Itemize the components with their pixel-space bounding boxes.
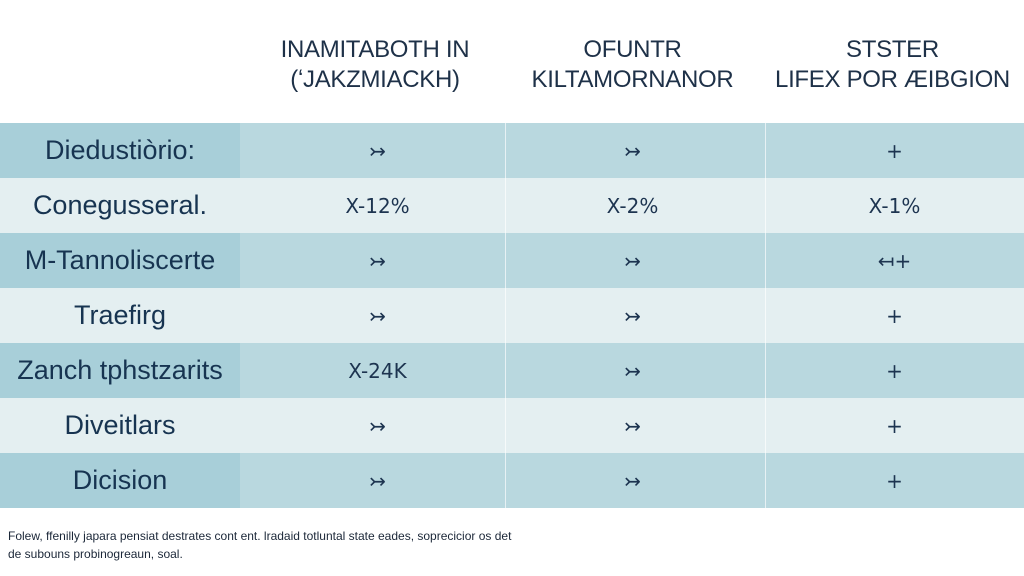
row-value-column-2: ↣ [624,358,641,383]
header-column-1: INAMITABOTH IN (ʻJAKZMIACKH) [250,35,500,105]
row-value-column-2: ↣ [624,303,641,328]
header-column-1-line-2: (ʻJAKZMIACKH) [290,66,460,93]
row-value-column-2: ↣ [624,248,641,273]
header-column-3-line-1: STSTER [846,36,939,63]
row-label: Diedustiòrio: [0,123,240,178]
header-column-3-line-2: LIFEX POR ÆIBGION [775,66,1010,93]
footnote: Folew, ffenilly japara pensiat destrates… [8,527,568,563]
row-value-column-3: + [886,413,903,438]
comparison-table: Diedustiòrio: ↣ ↣ + Conegusseral. X-12% … [0,123,1024,508]
row-value-column-3: + [886,303,903,328]
table-row: Traefirg ↣ ↣ + [0,288,1024,343]
header-column-2-line-2: KILTAMORNANOR [531,66,734,93]
row-value-column-1: ↣ [369,468,386,493]
row-value-column-3: + [886,468,903,493]
row-label: Zanch tphstzarits [0,343,240,398]
table-row: Conegusseral. X-12% X-2% X-1% [0,178,1024,233]
table-header: INAMITABOTH IN (ʻJAKZMIACKH) OFUNTR KILT… [0,0,1024,123]
row-value-column-3: X-1% [868,193,921,218]
header-column-1-line-1: INAMITABOTH IN [280,36,470,63]
row-value-column-1: ↣ [369,413,386,438]
row-value-column-1: X-12% [345,193,410,218]
header-column-3: STSTER LIFEX POR ÆIBGION [765,35,1020,105]
column-divider [505,123,506,508]
header-column-2: OFUNTR KILTAMORNANOR [505,35,760,105]
header-column-2-line-1: OFUNTR [583,36,682,63]
table-row: Zanch tphstzarits X-24K ↣ + [0,343,1024,398]
column-divider [765,123,766,508]
row-value-column-3: ↤+ [877,248,912,273]
table-row: Dicision ↣ ↣ + [0,453,1024,508]
row-label: Conegusseral. [32,190,208,220]
footnote-line-2: de subouns probinogreaun, soal. [8,547,183,561]
row-value-column-1: ↣ [369,303,386,328]
row-label: M-Tannoliscerte [0,233,240,288]
row-value-column-1: X-24K [348,358,407,383]
row-value-column-2: X-2% [606,193,659,218]
row-value-column-3: + [886,358,903,383]
row-value-column-2: ↣ [624,468,641,493]
row-value-column-1: ↣ [369,138,386,163]
row-label: Diveitlars [64,410,176,440]
table-row: M-Tannoliscerte ↣ ↣ ↤+ [0,233,1024,288]
row-label: Dicision [0,453,240,508]
row-value-column-2: ↣ [624,138,641,163]
row-value-column-2: ↣ [624,413,641,438]
table-row: Diveitlars ↣ ↣ + [0,398,1024,453]
table-row: Diedustiòrio: ↣ ↣ + [0,123,1024,178]
row-value-column-3: + [886,138,903,163]
row-label: Traefirg [73,300,167,330]
footnote-line-1: Folew, ffenilly japara pensiat destrates… [8,529,512,543]
row-value-column-1: ↣ [369,248,386,273]
